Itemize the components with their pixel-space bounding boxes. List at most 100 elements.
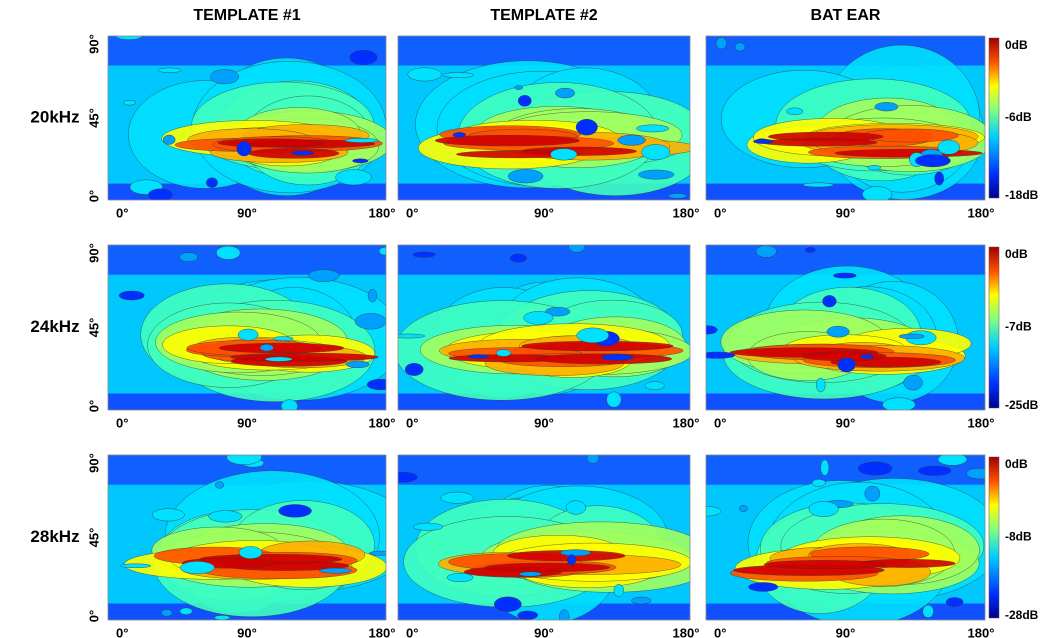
contour-spot (560, 550, 590, 556)
contour-spot (636, 125, 668, 132)
contour-spot (645, 382, 664, 390)
contour-spot (468, 354, 489, 358)
contour-spot (812, 479, 826, 486)
contour-spot (180, 561, 214, 573)
contour-spot (967, 468, 992, 479)
x-tick-label: 180° (968, 625, 995, 638)
x-tick-label: 90° (534, 415, 554, 430)
contour-spot (163, 135, 175, 144)
contour-region (485, 563, 610, 572)
contour-spot (518, 611, 538, 620)
top-band (398, 36, 690, 66)
contour-spot (716, 38, 727, 50)
contour-spot (441, 492, 474, 503)
contour-spot (735, 43, 745, 51)
column-title: BAT EAR (811, 7, 881, 24)
contour-spot (938, 140, 960, 154)
contour-panel (391, 239, 693, 410)
contour-spot (206, 178, 217, 188)
contour-spot (816, 378, 825, 392)
x-tick-label: 180° (673, 205, 700, 220)
x-tick-label: 180° (673, 415, 700, 430)
contour-spot (821, 460, 829, 476)
x-tick-label: 180° (369, 205, 396, 220)
contour-spot (413, 523, 442, 530)
contour-spot (496, 350, 511, 357)
contour-spot (923, 605, 934, 618)
contour-spot (918, 466, 951, 476)
y-tick-label: 0° (86, 400, 101, 412)
contour-panel (696, 245, 985, 412)
contour-spot (875, 102, 898, 111)
x-tick-label: 90° (534, 625, 554, 638)
contour-spot (555, 88, 574, 98)
contour-spot (152, 509, 184, 521)
contour-spot (803, 183, 833, 187)
x-tick-label: 0° (406, 625, 418, 638)
top-band (398, 455, 690, 485)
contour-spot (935, 172, 944, 185)
x-tick-label: 90° (534, 205, 554, 220)
x-tick-label: 180° (968, 415, 995, 430)
contour-spot (350, 50, 377, 65)
contour-spot (369, 551, 395, 555)
contour-spot (787, 108, 803, 115)
colorbar-label: -18dB (1005, 188, 1039, 202)
contour-spot (367, 379, 394, 390)
x-tick-label: 90° (237, 415, 257, 430)
contour-spot (273, 336, 293, 340)
contour-spot (601, 354, 633, 360)
colorbar-label: -25dB (1005, 398, 1039, 412)
contour-spot (510, 254, 526, 262)
contour-spot (214, 615, 230, 619)
colorbar-label: -7dB (1005, 320, 1032, 334)
contour-spot (607, 392, 622, 408)
contour-spot (838, 358, 856, 372)
contour-spot (345, 138, 379, 142)
contour-spot (638, 170, 674, 179)
contour-panel (692, 453, 1003, 626)
x-tick-label: 0° (116, 205, 128, 220)
x-tick-label: 0° (714, 415, 726, 430)
y-tick-label: 90° (86, 453, 101, 473)
colorbar (989, 38, 999, 198)
row-label: 20kHz (30, 107, 79, 126)
contour-spot (319, 568, 351, 573)
contour-region (764, 560, 886, 568)
contour-spot (237, 141, 252, 156)
contour-spot (309, 270, 340, 282)
colorbar-label: 0dB (1005, 38, 1028, 52)
contour-region (761, 139, 877, 147)
contour-spot (587, 453, 599, 464)
colorbar-label: -8dB (1005, 530, 1032, 544)
contour-region (835, 149, 983, 157)
contour-spot (739, 505, 747, 512)
contour-spot (494, 597, 521, 612)
contour-spot (443, 72, 473, 77)
x-tick-label: 180° (369, 415, 396, 430)
row-label: 28kHz (30, 527, 79, 546)
contour-panel (385, 453, 709, 624)
y-tick-label: 0° (86, 610, 101, 622)
contour-spot (119, 291, 144, 300)
contour-spot (576, 119, 597, 135)
contour-spot (827, 326, 849, 337)
contour-region (219, 343, 344, 353)
contour-spot (158, 68, 182, 73)
contour-spot (368, 289, 377, 302)
contour-spot (559, 610, 569, 624)
x-tick-label: 180° (968, 205, 995, 220)
contour-spot (353, 159, 369, 163)
contour-spot (292, 151, 314, 155)
contour-spot (148, 189, 172, 201)
contour-spot (215, 482, 224, 489)
x-tick-label: 180° (369, 625, 396, 638)
x-tick-label: 90° (237, 625, 257, 638)
x-tick-label: 90° (836, 415, 856, 430)
contour-spot (865, 486, 880, 501)
contour-spot (749, 582, 778, 591)
contour-spot (391, 334, 425, 338)
contour-spot (524, 311, 554, 324)
contour-spot (120, 564, 151, 568)
x-tick-label: 0° (116, 625, 128, 638)
